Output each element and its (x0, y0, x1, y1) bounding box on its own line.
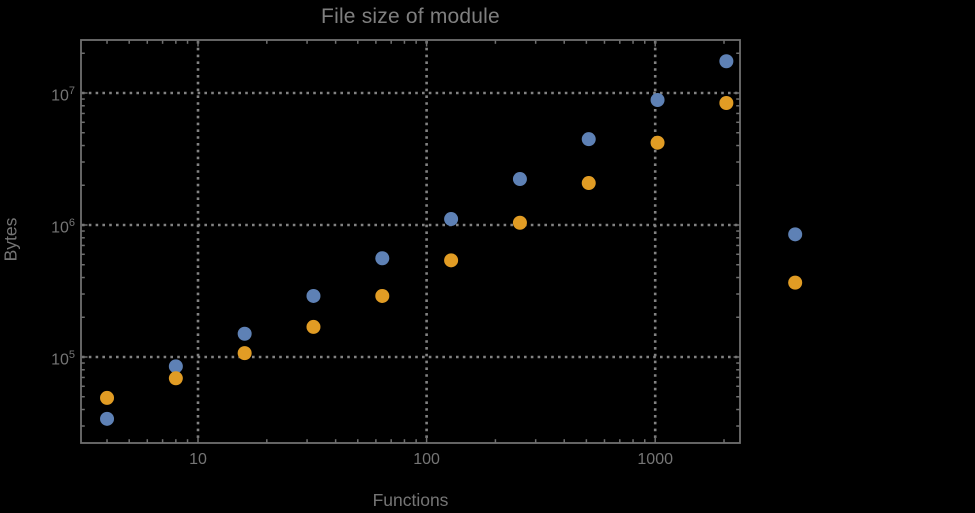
data-point-orange-series (719, 95, 734, 110)
data-point-blue-series (237, 326, 252, 341)
data-point-blue-series (650, 93, 665, 108)
x-tick-label: 100 (413, 451, 440, 468)
data-point-orange-series (237, 346, 252, 361)
data-point-orange-series (581, 176, 596, 191)
data-point-orange-series (100, 390, 115, 405)
data-point-blue-series (719, 54, 734, 69)
data-point-orange-series (788, 275, 803, 290)
data-point-orange-series (512, 215, 527, 230)
data-point-blue-series (100, 411, 115, 426)
x-tick-label: 10 (189, 451, 207, 468)
data-point-orange-series (306, 319, 321, 334)
plot-frame (80, 39, 741, 444)
data-point-blue-series (788, 227, 803, 242)
data-point-blue-series (306, 288, 321, 303)
data-point-blue-series (168, 359, 183, 374)
data-point-blue-series (581, 132, 596, 147)
y-tick-label: 106 (51, 217, 75, 237)
x-axis-label: Functions (372, 490, 449, 510)
y-tick-label: 107 (51, 85, 75, 105)
data-point-orange-series (375, 288, 390, 303)
data-point-orange-series (650, 135, 665, 150)
data-point-blue-series (375, 251, 390, 266)
x-tick-label: 1000 (637, 451, 673, 468)
data-point-orange-series (168, 371, 183, 386)
data-point-orange-series (444, 253, 459, 268)
chart-title: File size of module (321, 5, 500, 28)
data-point-blue-series (444, 212, 459, 227)
data-point-blue-series (512, 172, 527, 187)
y-tick-label: 105 (51, 349, 75, 369)
y-axis-label: Bytes (0, 217, 21, 262)
